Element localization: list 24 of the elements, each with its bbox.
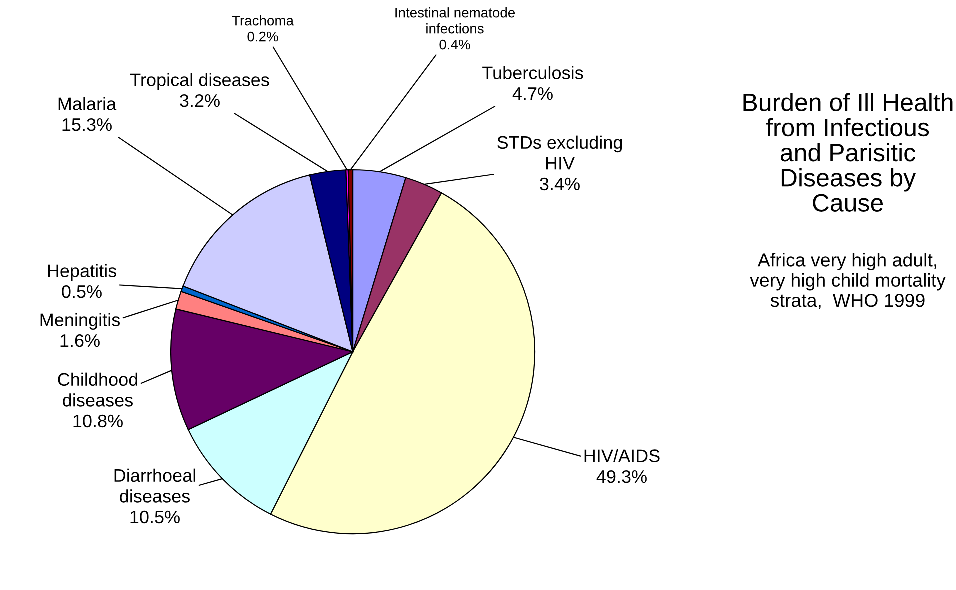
data-label: 15.3% [62, 118, 112, 132]
text: Africa very high adult, very high child mortality strata, WHO 1999 [750, 253, 946, 310]
slice-label: Meningitis [40, 313, 120, 330]
data-label: 49.3% [596, 470, 647, 484]
slice-label: Intestinal nematode infections [396, 8, 515, 34]
slice-label: Tropical diseases [130, 73, 270, 90]
data-label: 10.5% [130, 510, 180, 524]
data-label: 0.4% [440, 40, 470, 50]
slice-label: Childhood diseases [58, 372, 138, 407]
data-label: 0.2% [248, 32, 278, 42]
data-label: 10.8% [74, 414, 123, 428]
slice-label: Diarrhoeal diseases [114, 468, 196, 503]
slice-label: HIV/AIDS [584, 449, 660, 462]
slice-label: Malaria [58, 97, 117, 110]
slice-label: Trachoma [232, 16, 294, 26]
slice-label: Tuberculosis [482, 66, 584, 80]
text: Burden of Ill Health from Infectious and Parisitic Diseases by Cause [744, 93, 953, 212]
data-label: 4.7% [512, 88, 553, 100]
data-label: 3.2% [180, 94, 220, 108]
data-label: 3.4% [540, 178, 580, 191]
slice-label: STDs excluding HIV [498, 136, 622, 170]
data-label: 0.5% [62, 285, 102, 298]
data-label: 1.6% [60, 334, 100, 348]
slice-label: Hepatitis [48, 264, 116, 282]
